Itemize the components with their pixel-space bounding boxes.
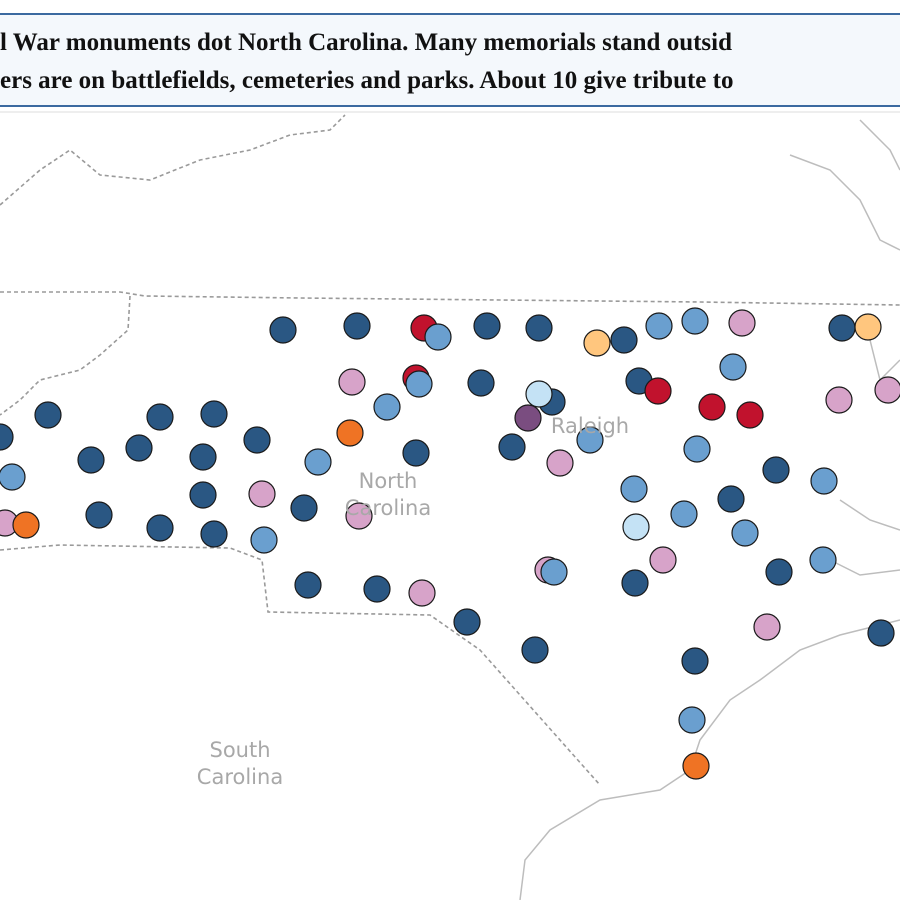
- monument-marker[interactable]: [146, 403, 174, 431]
- monument-marker[interactable]: [644, 377, 672, 405]
- monument-marker[interactable]: [874, 376, 900, 404]
- monument-marker[interactable]: [498, 433, 526, 461]
- monument-marker[interactable]: [683, 435, 711, 463]
- monument-marker[interactable]: [189, 443, 217, 471]
- monument-marker[interactable]: [402, 439, 430, 467]
- monument-marker[interactable]: [304, 448, 332, 476]
- monument-marker[interactable]: [200, 520, 228, 548]
- monument-marker[interactable]: [622, 513, 650, 541]
- monument-marker[interactable]: [540, 558, 568, 586]
- monument-marker[interactable]: [525, 380, 553, 408]
- monument-marker[interactable]: [408, 579, 436, 607]
- monument-marker[interactable]: [681, 647, 709, 675]
- city-label: Raleigh: [551, 414, 629, 438]
- monument-marker[interactable]: [753, 613, 781, 641]
- monument-marker[interactable]: [243, 426, 271, 454]
- monument-marker[interactable]: [809, 546, 837, 574]
- monument-marker[interactable]: [363, 575, 391, 603]
- monument-marker[interactable]: [610, 326, 638, 354]
- monument-marker[interactable]: [146, 514, 174, 542]
- monument-marker[interactable]: [583, 329, 611, 357]
- monument-marker[interactable]: [649, 546, 677, 574]
- state-border: [0, 544, 601, 786]
- coastline: [789, 119, 900, 251]
- header-line: l War monuments dot North Carolina. Many…: [0, 29, 732, 56]
- monument-marker[interactable]: [336, 419, 364, 447]
- monument-marker[interactable]: [125, 434, 153, 462]
- monument-marker[interactable]: [681, 307, 709, 335]
- monument-marker[interactable]: [467, 369, 495, 397]
- monument-marker[interactable]: [85, 501, 113, 529]
- monument-marker[interactable]: [731, 519, 759, 547]
- monument-marker[interactable]: [546, 449, 574, 477]
- monument-marker[interactable]: [525, 314, 553, 342]
- monument-marker[interactable]: [828, 314, 856, 342]
- monument-marker[interactable]: [762, 456, 790, 484]
- monument-marker[interactable]: [250, 526, 278, 554]
- monument-marker[interactable]: [765, 558, 793, 586]
- monument-marker[interactable]: [424, 323, 452, 351]
- monument-marker[interactable]: [717, 485, 745, 513]
- monument-marker[interactable]: [405, 370, 433, 398]
- monument-marker[interactable]: [338, 368, 366, 396]
- markers: [0, 307, 900, 780]
- state-border: [0, 291, 900, 306]
- state-label: Carolina: [197, 765, 283, 789]
- monument-marker[interactable]: [473, 312, 501, 340]
- monument-marker[interactable]: [670, 500, 698, 528]
- monument-marker[interactable]: [12, 511, 40, 539]
- coastline: [519, 619, 900, 900]
- monument-marker[interactable]: [810, 467, 838, 495]
- monument-marker[interactable]: [269, 316, 297, 344]
- monument-marker[interactable]: [343, 312, 371, 340]
- monument-marker[interactable]: [294, 571, 322, 599]
- monument-marker[interactable]: [645, 312, 673, 340]
- monument-marker[interactable]: [248, 480, 276, 508]
- monument-marker[interactable]: [854, 313, 882, 341]
- monument-marker[interactable]: [189, 481, 217, 509]
- monument-marker[interactable]: [290, 494, 318, 522]
- monument-marker[interactable]: [728, 309, 756, 337]
- state-label: Carolina: [345, 496, 431, 520]
- monument-marker[interactable]: [867, 619, 895, 647]
- header-box: [0, 13, 900, 107]
- monument-marker[interactable]: [698, 393, 726, 421]
- monument-marker[interactable]: [620, 475, 648, 503]
- monument-marker[interactable]: [621, 569, 649, 597]
- monument-marker[interactable]: [77, 446, 105, 474]
- monument-marker[interactable]: [0, 423, 14, 451]
- monument-marker[interactable]: [825, 386, 853, 414]
- monument-marker[interactable]: [514, 404, 542, 432]
- monument-marker[interactable]: [736, 401, 764, 429]
- monument-marker[interactable]: [719, 353, 747, 381]
- monument-marker[interactable]: [345, 502, 373, 530]
- monument-marker[interactable]: [576, 426, 604, 454]
- monument-marker[interactable]: [0, 463, 26, 491]
- monument-marker[interactable]: [521, 636, 549, 664]
- monument-marker[interactable]: [682, 752, 710, 780]
- state-border: [0, 114, 346, 206]
- state-label: North: [359, 469, 418, 493]
- monument-marker[interactable]: [678, 706, 706, 734]
- state-label: South: [209, 738, 270, 762]
- monument-marker[interactable]: [34, 401, 62, 429]
- monument-marker[interactable]: [373, 393, 401, 421]
- header-line: ers are on battlefields, cemeteries and …: [0, 67, 733, 94]
- monument-marker[interactable]: [200, 400, 228, 428]
- monument-marker[interactable]: [453, 608, 481, 636]
